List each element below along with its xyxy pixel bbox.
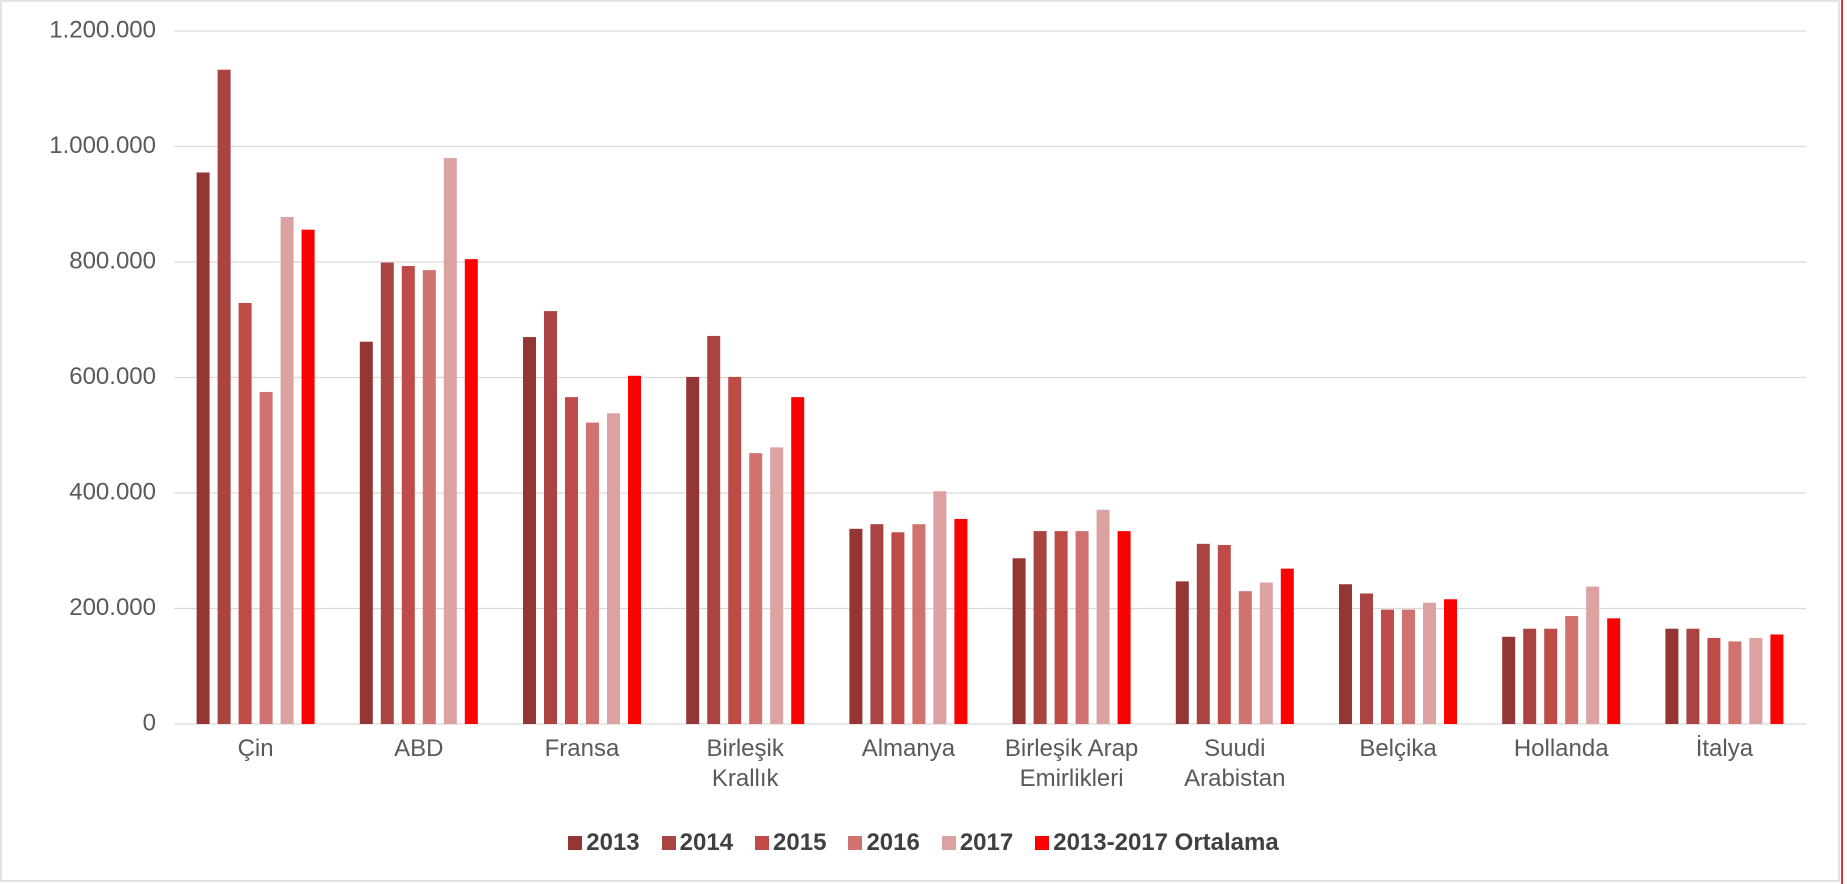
bar	[464, 259, 478, 724]
bar	[443, 158, 457, 725]
y-tick-label: 1.200.000	[49, 16, 156, 43]
bar	[1238, 591, 1252, 724]
bar	[1770, 634, 1784, 724]
legend-label: 2014	[679, 829, 734, 856]
bar	[565, 397, 578, 724]
legend-swatch	[755, 836, 770, 850]
legend: 2013 2014 2015 2016 2017 2013-2017 Ortalama	[0, 829, 1847, 857]
bar	[1259, 582, 1273, 724]
bar	[1423, 602, 1436, 724]
y-tick-label: 200.000	[69, 594, 156, 621]
bar	[1686, 628, 1700, 724]
legend-swatch	[568, 836, 583, 850]
bar	[196, 172, 210, 725]
bar	[359, 341, 373, 724]
bar	[422, 270, 436, 724]
legend-swatch	[661, 836, 676, 850]
bar	[1402, 609, 1415, 724]
legend-swatch	[941, 836, 956, 850]
y-tick-label: 1.000.000	[49, 132, 156, 159]
legend-label: 2013-2017 Ortalama	[1053, 829, 1279, 856]
bar	[1075, 531, 1089, 724]
bar	[1665, 628, 1679, 724]
bar	[728, 376, 742, 724]
bar	[1586, 586, 1600, 724]
bar	[1339, 584, 1352, 724]
bar	[933, 491, 947, 724]
bar	[686, 376, 700, 724]
legend-label: 2013	[586, 829, 640, 856]
bar	[1012, 558, 1026, 724]
legend-item: 2015	[755, 829, 826, 857]
bar	[238, 303, 252, 724]
y-tick-label: 800.000	[69, 247, 156, 274]
bar	[1054, 531, 1068, 724]
bar	[380, 262, 394, 724]
x-tick-label: Birleşik Arap Emirlikleri	[1004, 735, 1139, 792]
x-tick-label: Suudi Arabistan	[1184, 735, 1286, 792]
bar	[870, 524, 884, 724]
bar	[791, 397, 805, 724]
legend-item: 2017	[941, 829, 1014, 857]
bar	[1728, 641, 1742, 724]
bar	[217, 69, 231, 724]
bar	[301, 229, 315, 724]
bar	[1381, 609, 1394, 724]
legend-label: 2016	[866, 829, 920, 856]
bar	[1196, 543, 1210, 724]
legend-item: 2013	[568, 829, 640, 857]
bar	[544, 311, 557, 724]
bar	[1033, 531, 1047, 724]
legend-swatch	[1035, 836, 1050, 850]
x-tick-label: Belçika	[1359, 735, 1437, 762]
bar	[523, 337, 536, 724]
x-tick-label: Hollanda	[1513, 735, 1609, 762]
bar	[1544, 628, 1558, 724]
x-tick-label: Almanya	[861, 735, 956, 762]
bar	[628, 375, 641, 724]
legend-item: 2014	[661, 829, 734, 857]
y-tick-label: 600.000	[69, 363, 156, 390]
bar	[912, 524, 926, 724]
bar	[1749, 637, 1763, 724]
bar	[849, 528, 863, 724]
bar	[1565, 616, 1579, 724]
bar	[259, 391, 273, 724]
x-tick-label: İtalya	[1695, 735, 1754, 762]
bar	[891, 532, 905, 724]
bar	[280, 216, 294, 724]
bar	[1175, 581, 1189, 724]
x-tick-label: Fransa	[544, 735, 620, 762]
x-tick-label: Çin	[237, 735, 274, 762]
legend-item: 2013-2017 Ortalama	[1035, 829, 1279, 857]
bar	[707, 335, 721, 724]
legend-swatch	[848, 836, 863, 850]
bar	[586, 422, 599, 724]
bar	[1117, 531, 1131, 724]
bar	[1607, 618, 1621, 724]
bar	[1502, 636, 1516, 724]
bar	[401, 266, 415, 724]
bar	[1217, 544, 1231, 724]
bar	[1444, 599, 1457, 724]
bar	[1523, 628, 1537, 724]
bar	[954, 518, 968, 724]
y-tick-label: 0	[143, 709, 156, 736]
legend-item: 2016	[848, 829, 920, 857]
bar	[749, 453, 763, 724]
bar	[1360, 593, 1373, 724]
bar	[1707, 637, 1721, 724]
x-tick-label: ABD	[394, 735, 444, 762]
y-tick-label: 400.000	[69, 478, 156, 505]
bar	[607, 413, 620, 724]
legend-label: 2015	[773, 829, 827, 856]
x-tick-label: Birleşik Krallık	[706, 735, 784, 792]
bar	[770, 447, 784, 724]
bar	[1096, 509, 1110, 724]
legend-label: 2017	[959, 829, 1014, 856]
bar	[1280, 568, 1294, 724]
